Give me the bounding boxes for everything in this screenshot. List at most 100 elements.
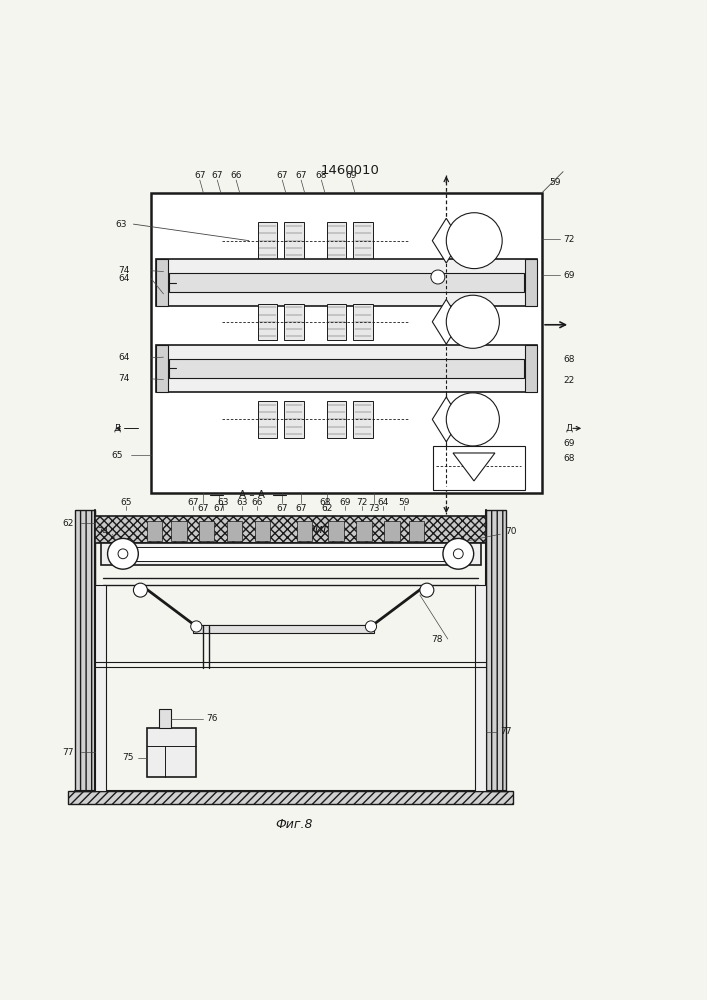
Text: 68: 68 xyxy=(315,171,327,180)
Bar xyxy=(354,401,373,438)
Text: 72: 72 xyxy=(563,235,574,244)
Bar xyxy=(486,510,506,791)
Text: 69: 69 xyxy=(339,498,351,507)
Bar xyxy=(328,521,344,541)
Text: Д: Д xyxy=(114,424,121,433)
Bar xyxy=(327,401,346,438)
Bar xyxy=(284,222,304,259)
Text: 69: 69 xyxy=(563,271,575,280)
Text: 1460010: 1460010 xyxy=(320,164,380,177)
Bar xyxy=(159,709,172,728)
Polygon shape xyxy=(432,397,460,442)
Text: 74: 74 xyxy=(119,374,130,383)
Text: 67: 67 xyxy=(276,171,288,180)
Text: 68: 68 xyxy=(320,498,332,507)
Text: 59: 59 xyxy=(398,498,409,507)
Circle shape xyxy=(366,621,377,632)
Bar xyxy=(297,521,312,541)
Bar xyxy=(76,510,95,791)
Bar xyxy=(356,521,372,541)
Text: Фиг.8: Фиг.8 xyxy=(275,818,313,831)
Bar xyxy=(327,222,346,259)
Text: 70: 70 xyxy=(505,527,516,536)
Circle shape xyxy=(134,583,147,597)
Bar xyxy=(354,222,373,259)
Bar xyxy=(475,585,486,791)
Bar xyxy=(156,259,537,306)
Bar xyxy=(151,193,542,493)
Bar xyxy=(354,304,373,340)
Bar xyxy=(69,791,513,804)
Bar xyxy=(193,625,375,633)
Text: А – А: А – А xyxy=(239,490,265,500)
Polygon shape xyxy=(453,453,495,481)
Bar xyxy=(199,521,214,541)
Circle shape xyxy=(431,270,445,284)
Circle shape xyxy=(118,549,128,559)
Text: 67: 67 xyxy=(197,504,209,513)
Bar xyxy=(156,259,168,306)
Polygon shape xyxy=(432,218,460,263)
Text: 75: 75 xyxy=(122,753,134,762)
Text: 64: 64 xyxy=(119,353,130,362)
Text: 63: 63 xyxy=(236,498,247,507)
Bar xyxy=(525,345,537,392)
Bar xyxy=(112,547,469,561)
Text: 64: 64 xyxy=(119,274,130,283)
Text: 76: 76 xyxy=(206,714,218,723)
Bar xyxy=(257,304,277,340)
Circle shape xyxy=(446,295,499,348)
Bar xyxy=(169,359,524,378)
Text: 67: 67 xyxy=(296,171,307,180)
Text: 67: 67 xyxy=(276,504,288,513)
Text: 62: 62 xyxy=(321,504,332,513)
Bar xyxy=(95,516,486,543)
Text: 72: 72 xyxy=(356,498,368,507)
Text: 67: 67 xyxy=(187,498,199,507)
Bar xyxy=(327,304,346,340)
Text: 73: 73 xyxy=(369,504,380,513)
Text: 65: 65 xyxy=(121,498,132,507)
Bar xyxy=(284,401,304,438)
Text: 67: 67 xyxy=(211,171,223,180)
Bar xyxy=(156,345,168,392)
Circle shape xyxy=(446,213,502,269)
Bar xyxy=(95,585,106,791)
Text: 67: 67 xyxy=(214,504,225,513)
Bar xyxy=(156,345,537,392)
Text: 62: 62 xyxy=(63,519,74,528)
Circle shape xyxy=(446,393,499,446)
Bar xyxy=(433,446,525,490)
Text: 66: 66 xyxy=(251,498,263,507)
Circle shape xyxy=(107,538,139,569)
Text: 63: 63 xyxy=(116,220,127,229)
Text: 69: 69 xyxy=(563,439,575,448)
Text: 64: 64 xyxy=(377,498,389,507)
Circle shape xyxy=(453,549,463,559)
Circle shape xyxy=(420,583,434,597)
Bar xyxy=(384,521,399,541)
Bar xyxy=(255,521,270,541)
Bar xyxy=(147,728,197,777)
Text: 68: 68 xyxy=(563,454,575,463)
Text: Фиг.7: Фиг.7 xyxy=(304,523,341,536)
Bar xyxy=(409,521,424,541)
Text: 74: 74 xyxy=(98,527,109,536)
Text: Д: Д xyxy=(565,424,572,433)
Text: 77: 77 xyxy=(63,748,74,757)
Text: 66: 66 xyxy=(230,171,242,180)
Text: 59: 59 xyxy=(549,178,561,187)
Text: 78: 78 xyxy=(431,635,443,644)
Bar xyxy=(257,401,277,438)
Text: 63: 63 xyxy=(217,498,228,507)
Circle shape xyxy=(191,621,202,632)
Text: 67: 67 xyxy=(194,171,206,180)
Bar xyxy=(171,521,187,541)
Text: 22: 22 xyxy=(563,376,574,385)
Bar xyxy=(146,521,162,541)
Text: 67: 67 xyxy=(296,504,307,513)
Polygon shape xyxy=(432,299,460,344)
Bar xyxy=(284,304,304,340)
Bar xyxy=(100,543,481,565)
Text: 74: 74 xyxy=(119,266,130,275)
